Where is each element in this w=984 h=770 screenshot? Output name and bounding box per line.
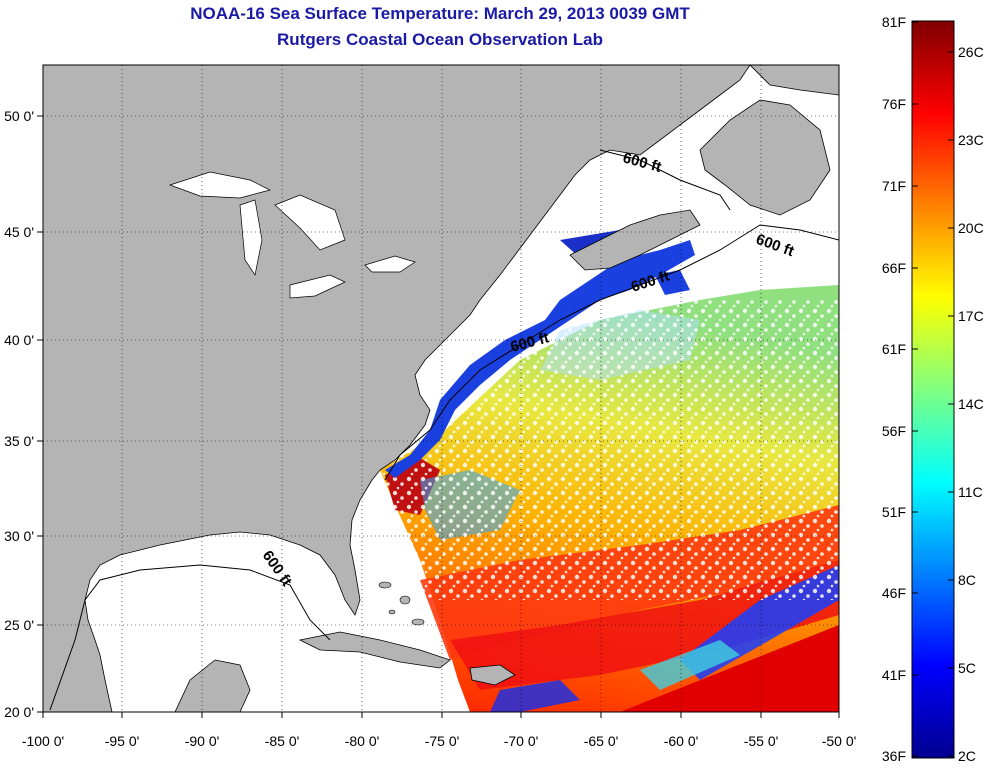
title-line-2: Rutgers Coastal Ocean Observation Lab	[277, 30, 603, 49]
great-lakes	[168, 171, 416, 299]
axis-tick-labels: -100 0' -95 0' -90 0' -85 0' -80 0' -75 0' -70…	[4, 108, 856, 749]
fahrenheit-label: 51F	[882, 504, 906, 520]
colorbar-ticks: 81F 76F 71F 66F 61F 56F 51F 46F 41F 36F 26C 23C 20C 1…	[882, 14, 984, 764]
bahamas-islands	[378, 581, 425, 626]
lon-tick-label: -55 0'	[744, 733, 779, 749]
graticule	[43, 65, 839, 712]
land-mass	[43, 65, 751, 712]
hispaniola-land	[469, 664, 516, 686]
lon-tick-label: -50 0'	[822, 733, 857, 749]
lat-tick-label: 25 0'	[4, 617, 34, 633]
celsius-label: 11C	[958, 484, 983, 500]
celsius-label: 20C	[958, 220, 984, 236]
lon-tick-label: -100 0'	[22, 733, 64, 749]
fahrenheit-label: 71F	[882, 178, 906, 194]
fahrenheit-label: 76F	[882, 96, 906, 112]
celsius-label: 2C	[958, 748, 976, 764]
lon-tick-label: -80 0'	[345, 733, 380, 749]
title-line-1: NOAA-16 Sea Surface Temperature: March 2…	[190, 4, 690, 23]
celsius-label: 17C	[958, 308, 984, 324]
lat-tick-label: 30 0'	[4, 528, 34, 544]
map-frame	[42, 64, 840, 713]
lat-tick-label: 45 0'	[4, 224, 34, 240]
lon-tick-label: -60 0'	[664, 733, 699, 749]
isobath-lines	[49, 149, 839, 711]
sst-data-swath	[380, 285, 839, 712]
lat-tick-label: 40 0'	[4, 332, 34, 348]
lon-tick-label: -90 0'	[185, 733, 220, 749]
fahrenheit-label: 36F	[882, 748, 906, 764]
labrador-land	[749, 65, 839, 96]
fahrenheit-label: 81F	[882, 14, 906, 30]
celsius-label: 23C	[958, 132, 984, 148]
lat-tick-label: 50 0'	[4, 108, 34, 124]
celsius-label: 8C	[958, 572, 976, 588]
fahrenheit-label: 66F	[882, 260, 906, 276]
fahrenheit-label: 41F	[882, 667, 906, 683]
celsius-label: 14C	[958, 396, 984, 412]
colorbar-gradient	[911, 20, 955, 759]
lon-tick-label: -95 0'	[105, 733, 140, 749]
lon-tick-label: -85 0'	[265, 733, 300, 749]
fahrenheit-label: 61F	[882, 341, 906, 357]
maritimes-land	[569, 209, 701, 271]
lat-tick-label: 35 0'	[4, 433, 34, 449]
celsius-label: 5C	[958, 660, 976, 676]
lon-tick-label: -65 0'	[584, 733, 619, 749]
lat-tick-label: 20 0'	[4, 704, 34, 720]
lon-tick-label: -75 0'	[425, 733, 460, 749]
lon-tick-label: -70 0'	[504, 733, 539, 749]
cuba-land	[298, 631, 451, 669]
fahrenheit-label: 56F	[882, 423, 906, 439]
yucatan-land	[174, 659, 251, 712]
celsius-label: 26C	[958, 44, 984, 60]
fahrenheit-label: 46F	[882, 585, 906, 601]
newfoundland-land	[699, 99, 831, 216]
